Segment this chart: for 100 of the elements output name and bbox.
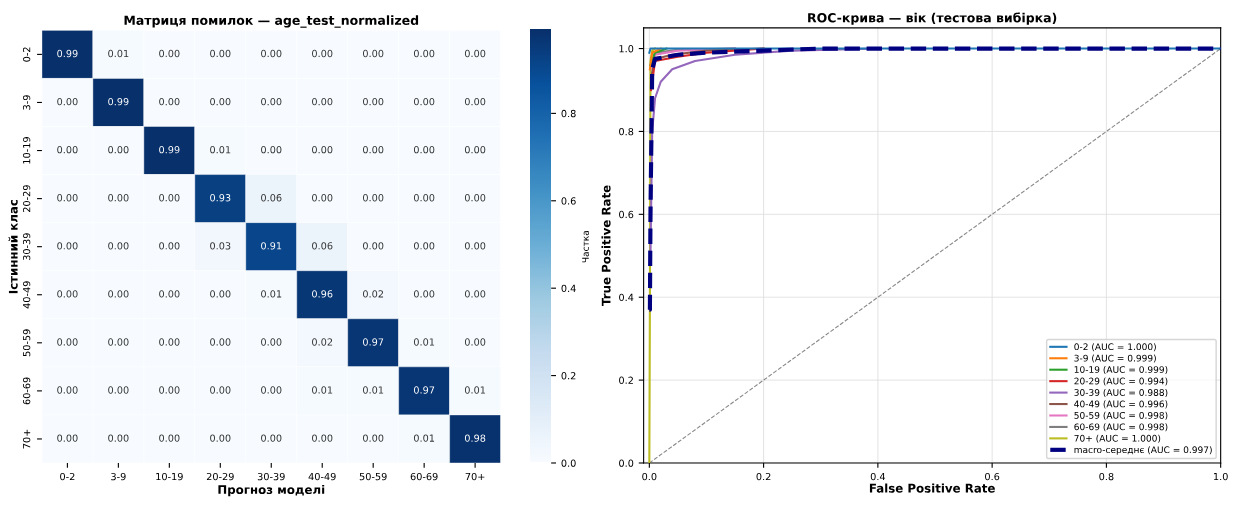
data-label: 0.00: [108, 194, 129, 202]
x-axis-title: False Positive Rate: [869, 483, 995, 493]
data-label: 0.00: [57, 97, 78, 106]
y-tick-label: 0.0: [619, 459, 634, 467]
data-label: 0.99: [108, 97, 129, 106]
data-label: 0.00: [363, 242, 384, 250]
color-bar-label: 0.2: [561, 372, 576, 380]
data-label: 0.00: [464, 49, 486, 58]
data-label: 0.00: [464, 194, 486, 202]
x-tick-label: 0.2: [756, 472, 771, 481]
data-label: 0.00: [363, 146, 384, 154]
data-label: 0.97: [413, 386, 435, 394]
data-label: 0.01: [108, 49, 129, 58]
y-tick-label: 1.0: [619, 45, 634, 53]
legend-label: 30-39 (AUC = 0.988): [1074, 388, 1168, 397]
data-label: 0.00: [210, 97, 231, 106]
data-label: 0.00: [159, 242, 180, 250]
x-tick-label: 3-9: [111, 472, 126, 481]
legend-label: 70+ (AUC = 1.000): [1074, 434, 1161, 443]
data-label: 0.00: [159, 434, 180, 442]
data-label: 0.00: [159, 338, 180, 346]
y-tick-label: 0.6: [619, 210, 634, 219]
data-label: 0.00: [159, 386, 180, 394]
data-label: 0.02: [363, 290, 384, 298]
data-label: 0.00: [413, 242, 435, 250]
data-label: 0.00: [108, 434, 129, 442]
color-bar-label: 0.0: [561, 459, 576, 467]
data-label: 0.01: [312, 386, 333, 394]
data-label: 0.06: [312, 242, 333, 250]
data-label: 0.01: [413, 338, 435, 346]
data-label: 0.00: [312, 434, 333, 442]
y-tick-label: 70+: [22, 429, 31, 449]
data-label: 0.00: [57, 386, 78, 394]
data-label: 0.99: [159, 146, 180, 154]
y-tick-label: 10-19: [22, 137, 31, 164]
data-label: 0.96: [312, 290, 333, 298]
data-label: 0.00: [108, 290, 129, 298]
data-label: 0.98: [464, 434, 486, 442]
data-label: 0.00: [159, 194, 180, 202]
y-tick-label: 0-2: [22, 47, 31, 62]
data-label: 0.01: [363, 386, 384, 394]
data-label: 0.00: [413, 146, 435, 154]
data-label: 0.00: [363, 194, 384, 202]
legend-label: 10-19 (AUC = 0.999): [1074, 366, 1168, 375]
data-label: 0.00: [312, 49, 333, 58]
data-label: 0.00: [261, 97, 282, 106]
y-tick-label: 0.4: [619, 293, 634, 302]
x-tick-label: 20-29: [206, 472, 234, 481]
data-label: 0.00: [261, 338, 282, 346]
data-label: 0.00: [261, 386, 282, 394]
data-label: 0.00: [464, 97, 486, 106]
chart-title: ROC-крива — вік (тестова вибірка): [808, 12, 1057, 25]
x-tick-label: 10-19: [156, 472, 183, 481]
x-tick-label: 60-69: [410, 472, 438, 481]
data-label: 0.00: [210, 338, 231, 346]
data-label: 0.00: [413, 194, 435, 202]
data-label: 0.00: [159, 290, 180, 298]
data-label: 0.00: [210, 386, 231, 394]
legend-label: 3-9 (AUC = 0.999): [1074, 354, 1156, 363]
data-label: 0.01: [464, 386, 486, 394]
color-bar-label: 0.8: [561, 109, 576, 118]
data-label: 0.00: [312, 194, 333, 202]
data-label: 0.00: [464, 338, 486, 346]
data-label: 0.00: [210, 49, 231, 58]
legend-label: 40-49 (AUC = 0.996): [1074, 400, 1168, 409]
data-label: 0.00: [57, 194, 78, 202]
data-label: 0.00: [363, 434, 384, 442]
data-label: 0.00: [57, 146, 78, 154]
y-tick-label: 0.8: [619, 127, 634, 136]
data-label: 0.97: [363, 338, 384, 346]
data-label: 0.00: [159, 49, 180, 58]
data-label: 0.02: [312, 338, 333, 346]
x-tick-label: 0.8: [1099, 472, 1114, 481]
data-label: 0.00: [108, 242, 129, 250]
y-axis-title: True Positive Rate: [601, 185, 611, 306]
data-label: 0.00: [413, 290, 435, 298]
x-tick-label: 40-49: [308, 472, 336, 481]
x-tick-label: 0.4: [870, 472, 886, 481]
y-tick-label: 60-69: [22, 377, 31, 405]
data-label: 0.00: [108, 338, 129, 346]
data-label: 0.06: [261, 194, 282, 202]
data-label: 0.00: [108, 146, 129, 154]
data-label: 0.03: [210, 242, 231, 250]
data-label: 0.00: [261, 146, 282, 154]
data-label: 0.00: [57, 338, 78, 346]
x-tick-label: 0.6: [985, 472, 1000, 481]
chart-title: Матриця помилок — age_test_normalized: [124, 15, 419, 28]
x-tick-label: 1.0: [1214, 472, 1228, 481]
legend-label: 0-2 (AUC = 1.000): [1074, 343, 1156, 352]
data-label: 0.00: [464, 242, 486, 250]
y-tick-label: 3-9: [22, 95, 31, 110]
color-bar-label: 0.4: [561, 284, 576, 293]
color-bar-label: 0.6: [561, 197, 576, 205]
x-tick-label: 70+: [465, 472, 485, 481]
x-tick-label: 0.0: [642, 472, 657, 481]
y-tick-label: 40-49: [22, 281, 31, 309]
data-label: 0.00: [363, 97, 384, 106]
data-label: 0.00: [57, 434, 78, 442]
data-label: 0.00: [57, 242, 78, 250]
data-label: 0.00: [363, 49, 384, 58]
